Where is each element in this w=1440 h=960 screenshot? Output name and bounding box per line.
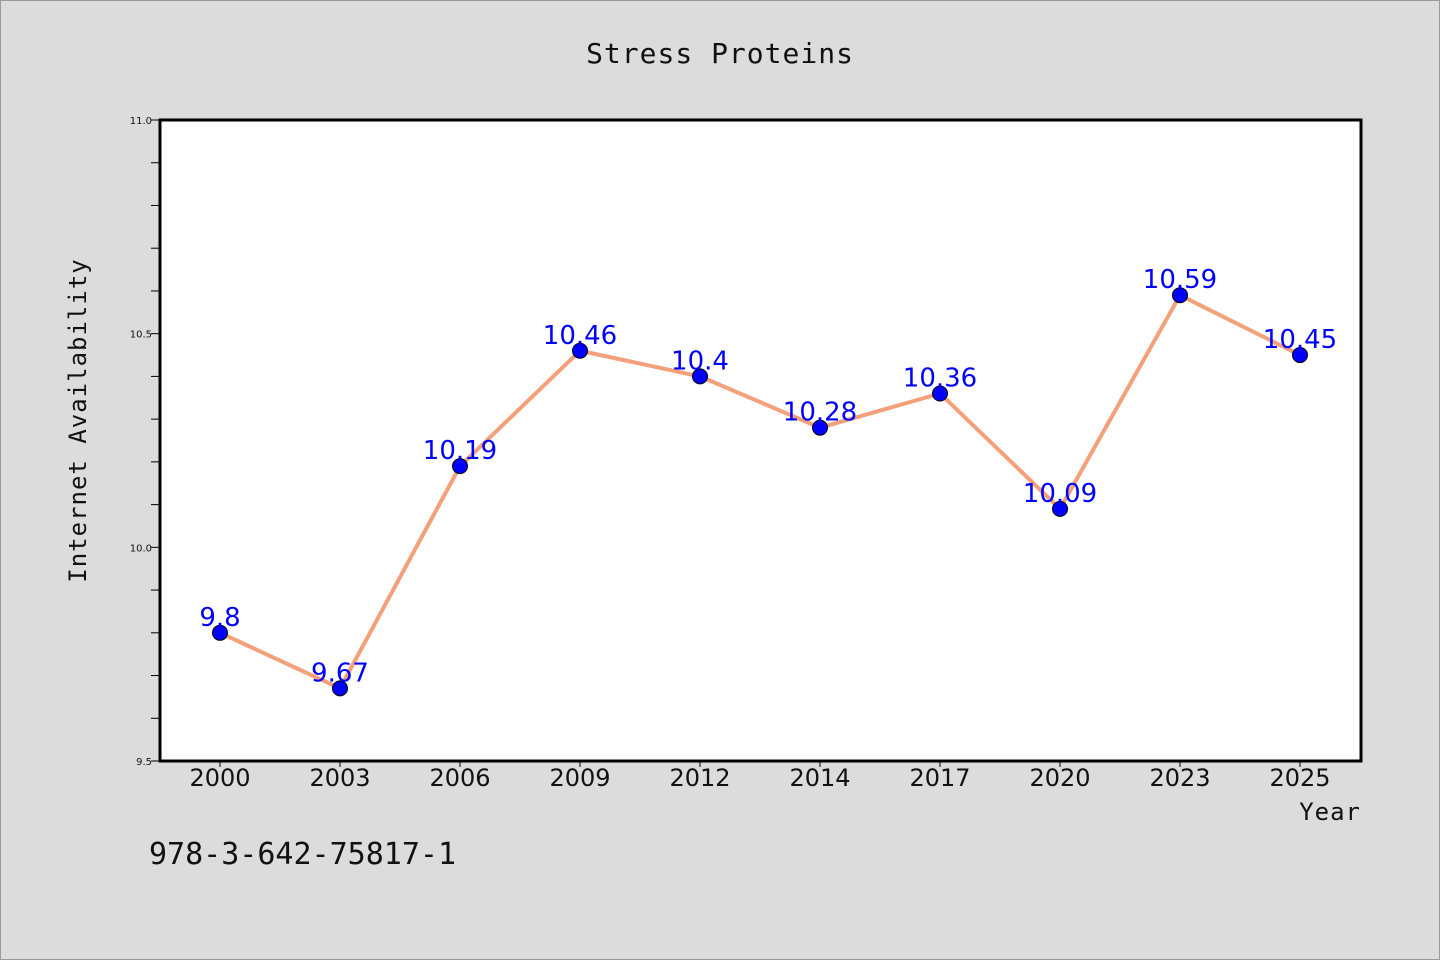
x-tick-label: 2000	[189, 764, 250, 792]
x-tick-label: 2006	[429, 764, 490, 792]
data-point	[692, 368, 708, 385]
y-tick-label: 10.0	[130, 543, 152, 554]
data-label: 10.45	[1263, 325, 1337, 355]
data-label: 10.09	[1023, 479, 1097, 509]
series-line	[219, 293, 1301, 691]
x-axis: 2000 2003 2006 2009 2012 2014 2017 2020 2023 2025	[189, 761, 1331, 792]
x-tick-label: 2009	[549, 764, 610, 792]
data-label: 10.46	[543, 321, 617, 351]
data-label: 10.59	[1143, 265, 1217, 295]
data-point	[932, 385, 948, 402]
data-point	[1052, 500, 1068, 517]
data-label: 9.67	[311, 658, 369, 688]
data-label: 10.4	[671, 346, 729, 376]
data-label: 10.36	[903, 363, 977, 393]
data-point	[812, 419, 828, 436]
data-point	[212, 624, 228, 641]
y-tick-label: 10.5	[130, 330, 152, 341]
x-tick-label: 2003	[309, 764, 370, 792]
x-tick-label: 2017	[909, 764, 970, 792]
chart-title: Stress Proteins	[586, 37, 854, 70]
x-tick-label: 2025	[1269, 764, 1330, 792]
x-tick-label: 2014	[789, 764, 850, 792]
x-axis-label: Year	[1299, 798, 1361, 826]
x-tick-label: 2023	[1149, 764, 1210, 792]
isbn-text: 978-3-642-75817-1	[149, 837, 456, 872]
data-label: 9.8	[199, 603, 240, 633]
data-point	[1292, 347, 1308, 364]
data-point	[332, 680, 348, 697]
data-label: 10.19	[423, 436, 497, 466]
data-point	[1172, 287, 1188, 304]
data-point	[452, 458, 468, 475]
data-label: 10.28	[783, 398, 857, 428]
x-tick-label: 2012	[669, 764, 730, 792]
x-tick-label: 2020	[1029, 764, 1090, 792]
y-axis: 9.5 10.0 10.5 11.0	[130, 116, 160, 768]
series: 9.8 9.67 10.19 10.46 10.4 10.28 10.36 10.09 10.5…	[199, 265, 1337, 697]
data-point	[572, 342, 588, 359]
y-axis-label: Internet Availability	[64, 258, 92, 582]
y-tick-label: 11.0	[130, 116, 152, 127]
y-tick-label: 9.5	[136, 757, 152, 768]
